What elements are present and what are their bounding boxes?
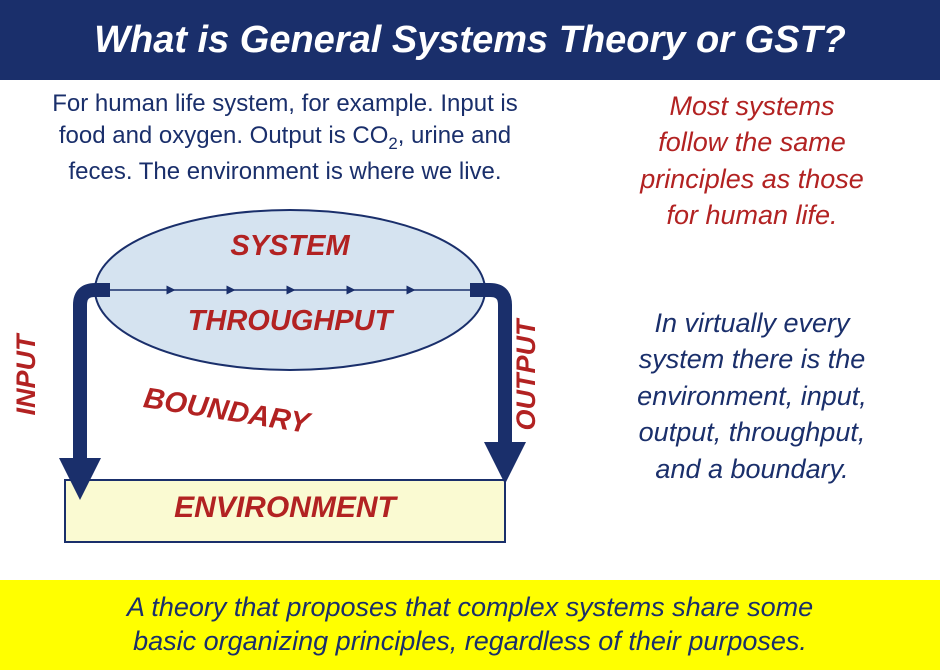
footer-line1: A theory that proposes that complex syst… (127, 592, 813, 622)
co2-subscript: 2 (388, 134, 397, 153)
left-description: For human life system, for example. Inpu… (15, 88, 555, 188)
right-bottom-description: In virtually every system there is the e… (582, 305, 922, 487)
label-boundary: BOUNDARY (141, 382, 314, 440)
label-output: OUTPUT (511, 317, 541, 431)
rb-line4: output, throughput, (639, 417, 866, 447)
rt-line4: for human life. (666, 200, 837, 230)
left-line2b: , urine and (398, 122, 511, 149)
label-throughput: THROUGHPUT (188, 305, 395, 337)
rb-line5: and a boundary. (655, 454, 848, 484)
rb-line2: system there is the (639, 344, 866, 374)
footer-bar: A theory that proposes that complex syst… (0, 580, 940, 670)
title-text: What is General Systems Theory or GST? (94, 19, 846, 62)
rt-line2: follow the same (658, 127, 846, 157)
footer-line2: basic organizing principles, regardless … (133, 626, 807, 656)
rb-line1: In virtually every (654, 308, 849, 338)
label-environment: ENVIRONMENT (174, 491, 398, 524)
rt-line1: Most systems (669, 91, 834, 121)
footer-text: A theory that proposes that complex syst… (127, 591, 813, 659)
title-bar: What is General Systems Theory or GST? (0, 0, 940, 80)
label-input: INPUT (11, 332, 41, 416)
body-area: For human life system, for example. Inpu… (0, 80, 940, 580)
system-diagram: SYSTEM THROUGHPUT BOUNDARY INPUT OUTPUT … (10, 195, 570, 575)
left-line2a: food and oxygen. Output is CO (59, 122, 389, 149)
right-top-description: Most systems follow the same principles … (582, 88, 922, 234)
left-line1: For human life system, for example. Inpu… (52, 90, 518, 117)
rb-line3: environment, input, (637, 381, 867, 411)
input-arrow (80, 290, 110, 479)
label-system: SYSTEM (230, 230, 350, 262)
left-line3: feces. The environment is where we live. (68, 158, 501, 185)
rt-line3: principles as those (640, 164, 864, 194)
